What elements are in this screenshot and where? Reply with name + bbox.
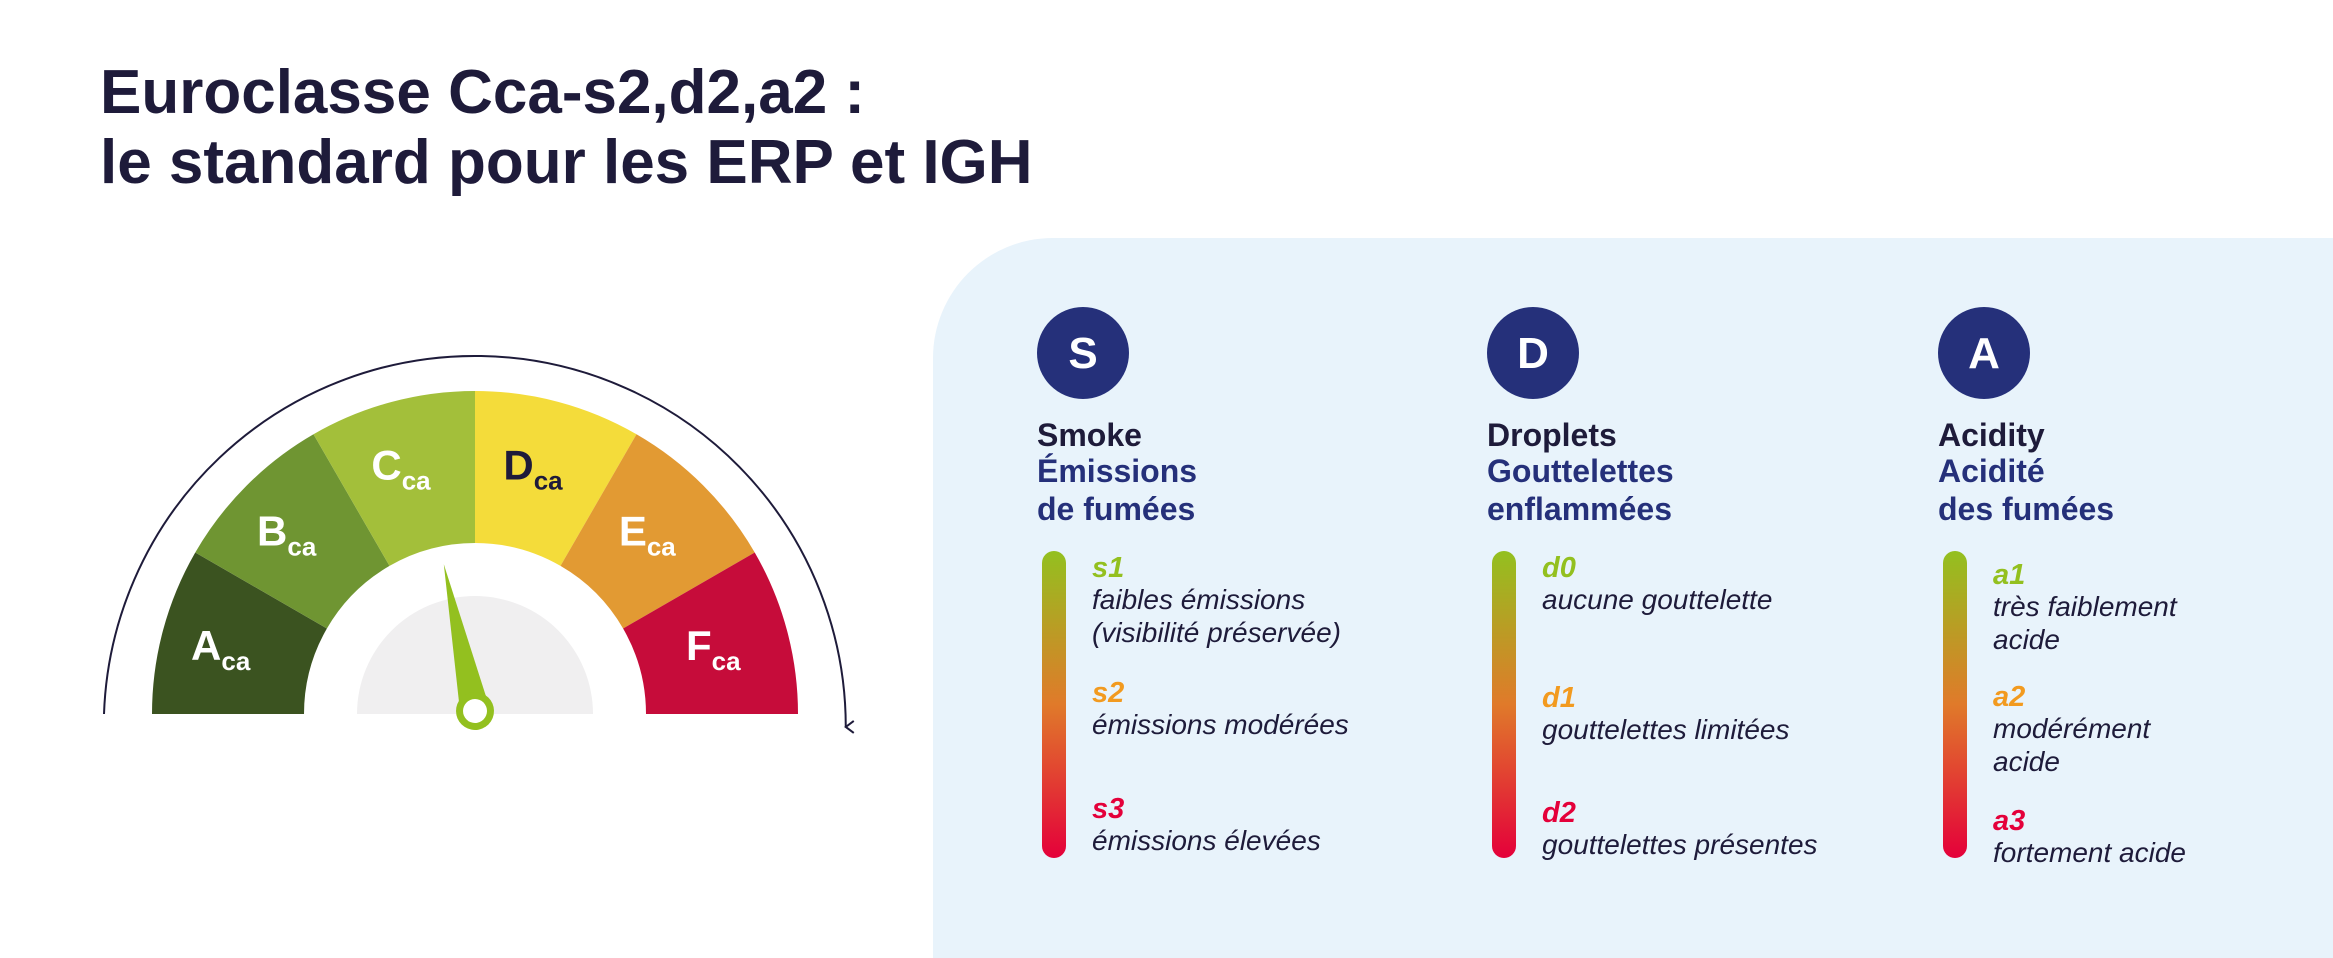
gauge-letter: B	[257, 508, 287, 555]
level-text: modérément	[1993, 713, 2151, 744]
level-code: s3	[1092, 793, 1124, 825]
level-text: faibles émissions	[1092, 584, 1305, 615]
column-title: Smoke	[1037, 417, 1142, 453]
icon-circle	[1487, 307, 1579, 399]
icon-circle	[1938, 307, 2030, 399]
column-subtitle: de fumées	[1037, 491, 1195, 527]
column-subtitle: Émissions	[1037, 453, 1197, 489]
icon-letter: S	[1068, 329, 1097, 378]
gauge-arc	[103, 355, 855, 734]
level-code: a3	[1993, 805, 2025, 837]
icon-circle	[1037, 307, 1129, 399]
level-text: (visibilité préservée)	[1092, 617, 1341, 648]
column-subtitle: des fumées	[1938, 491, 2114, 527]
level-code: s2	[1092, 677, 1124, 709]
level-code: a2	[1993, 681, 2025, 713]
level-code: s1	[1092, 552, 1124, 584]
gauge-letter: A	[191, 622, 221, 669]
level-text: émissions élevées	[1092, 825, 1321, 856]
level-text: émissions modérées	[1092, 709, 1349, 740]
gauge-letter: E	[619, 508, 647, 555]
level-text: aucune gouttelette	[1542, 584, 1772, 615]
gauge-letter: C	[371, 442, 401, 489]
gauge-inner	[357, 596, 593, 714]
gauge-label: Cca	[371, 442, 431, 496]
level-bar	[1943, 551, 1967, 858]
gauge-letter: F	[686, 622, 712, 669]
level-text: acide	[1993, 746, 2060, 777]
gauge-label: Bca	[257, 508, 317, 562]
column-subtitle: Acidité	[1938, 453, 2045, 489]
needle-hub-inner	[463, 699, 487, 723]
level-text: très faiblement	[1993, 591, 2178, 622]
gauge-segment	[313, 391, 475, 566]
gauge-sub: ca	[647, 532, 676, 562]
level-text: fortement acide	[1993, 837, 2186, 868]
needle	[443, 564, 494, 730]
level-text: gouttelettes présentes	[1542, 829, 1818, 860]
gauge-sub: ca	[287, 532, 316, 562]
gauge-label: Eca	[619, 508, 676, 562]
gauge-sub: ca	[221, 646, 250, 676]
level-code: a1	[1993, 559, 2025, 591]
column-subtitle: Gouttelettes	[1487, 453, 1674, 489]
level-text: gouttelettes limitées	[1542, 714, 1789, 745]
level-code: d1	[1542, 682, 1576, 714]
level-code: d0	[1542, 552, 1576, 584]
level-bar	[1042, 551, 1066, 858]
gauge-label: Dca	[503, 442, 563, 496]
gauge-segment	[152, 552, 327, 714]
gauge-sub: ca	[534, 466, 563, 496]
gauge-sub: ca	[712, 646, 741, 676]
column-title: Droplets	[1487, 417, 1617, 453]
level-code: d2	[1542, 797, 1576, 829]
gauge-label: Fca	[686, 622, 741, 676]
level-bar	[1492, 551, 1516, 858]
title-line: le standard pour les ERP et IGH	[100, 128, 1033, 197]
gauge-letter: D	[503, 442, 533, 489]
panel	[933, 238, 2333, 958]
icon-letter: A	[1968, 329, 2000, 378]
column-title: Acidity	[1938, 417, 2045, 453]
column-subtitle: enflammées	[1487, 491, 1672, 527]
icon-letter: D	[1517, 329, 1549, 378]
gauge-label: Aca	[191, 622, 251, 676]
gauge-sub: ca	[402, 466, 431, 496]
gauge-segment	[623, 552, 798, 714]
title-line: Euroclasse Cca-s2,d2,a2 :	[100, 58, 865, 127]
gauge-segment	[560, 434, 755, 629]
gauge-segment	[195, 434, 390, 629]
needle-body	[443, 564, 490, 715]
level-text: acide	[1993, 624, 2060, 655]
gauge-segment	[475, 391, 637, 566]
